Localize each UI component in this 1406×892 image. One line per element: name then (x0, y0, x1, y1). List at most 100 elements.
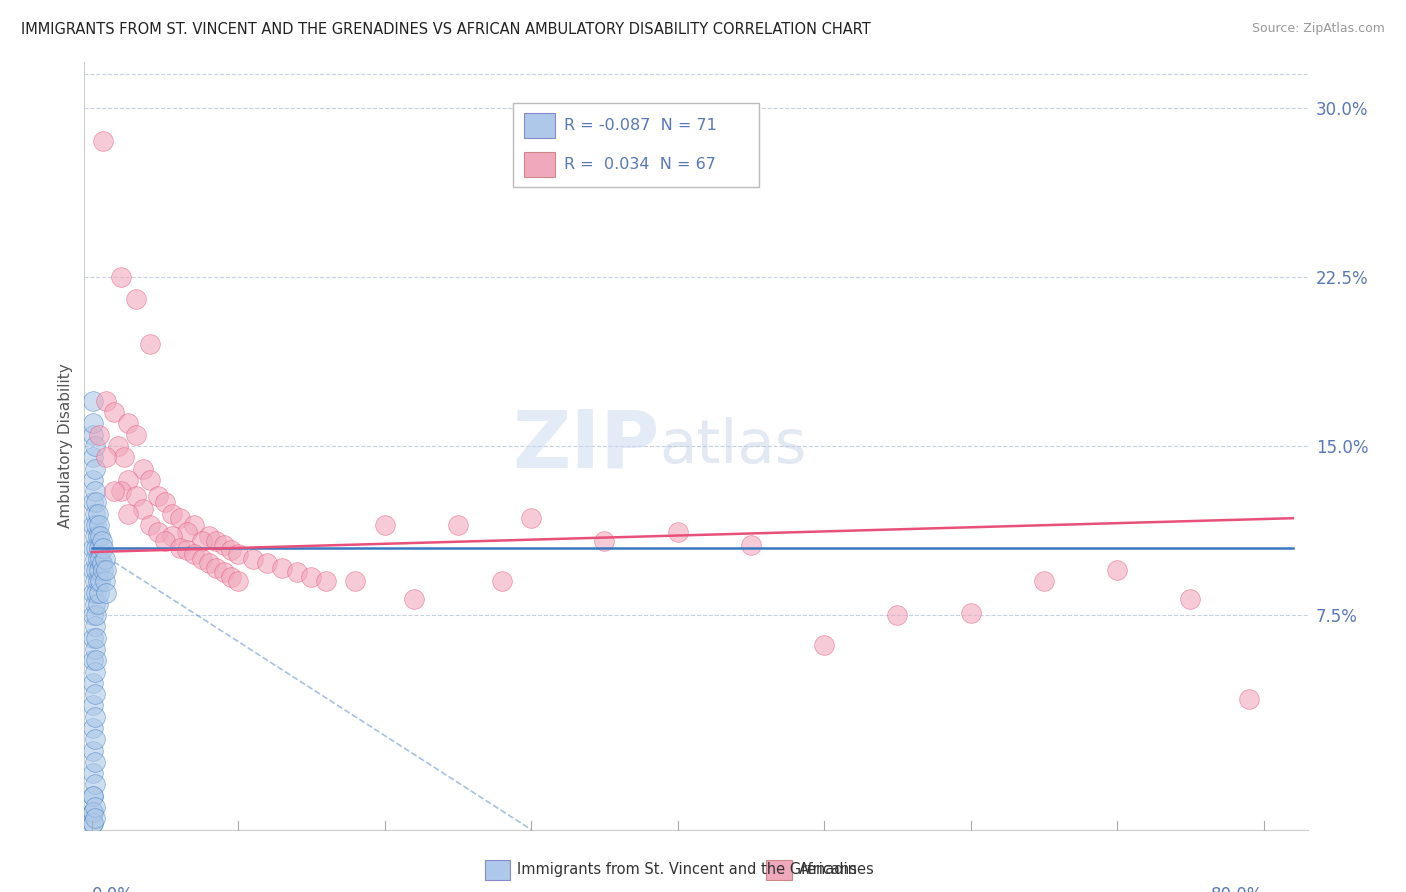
Point (83, 777, 105, 791)
Point (226, 547, 249, 561)
Text: ZIP: ZIP (512, 407, 659, 485)
Point (91, 557, 114, 571)
Point (82, 393, 104, 408)
Point (86, 507, 108, 521)
Point (82, 676, 104, 690)
Point (86, 597, 108, 611)
Point (82, 450, 104, 465)
Point (82, 653, 104, 667)
Point (103, 405, 125, 419)
Point (169, 511, 191, 525)
Point (813, 638, 835, 652)
Point (139, 518, 162, 533)
Point (183, 518, 205, 533)
Point (198, 557, 221, 571)
Point (96, 393, 118, 408)
Point (190, 533, 212, 548)
Point (132, 502, 155, 516)
Point (176, 542, 198, 557)
Point (82, 805, 104, 819)
Point (82, 541, 104, 555)
Point (84, 518, 107, 533)
Point (82, 789, 104, 803)
Point (96, 450, 118, 465)
Point (212, 538, 235, 552)
Point (520, 511, 543, 525)
Point (112, 450, 135, 465)
Point (82, 743, 104, 757)
Point (94, 551, 117, 566)
Point (1032, 574, 1054, 589)
Point (740, 538, 762, 552)
Point (84, 585, 107, 599)
Point (83, 755, 105, 769)
Text: atlas: atlas (659, 417, 807, 475)
Point (89, 529, 111, 543)
Point (82, 563, 104, 577)
Point (82, 766, 104, 780)
Point (86, 529, 108, 543)
Point (82, 631, 104, 645)
Point (83, 665, 105, 679)
Point (87, 518, 110, 533)
Point (83, 710, 105, 724)
Point (169, 541, 191, 555)
Point (83, 642, 105, 657)
Point (666, 524, 689, 539)
Point (93, 541, 115, 555)
Point (1237, 691, 1260, 706)
Point (124, 489, 146, 503)
Point (959, 606, 981, 620)
Point (82, 427, 104, 442)
Text: Source: ZipAtlas.com: Source: ZipAtlas.com (1251, 22, 1385, 36)
Point (83, 529, 105, 543)
Point (491, 574, 513, 589)
Point (162, 507, 184, 521)
Point (84, 495, 107, 509)
Point (139, 337, 162, 351)
Point (139, 473, 162, 487)
Point (93, 563, 115, 577)
Point (146, 489, 169, 503)
Point (1107, 563, 1129, 577)
Point (190, 551, 212, 566)
Point (212, 566, 235, 580)
Point (91, 533, 114, 548)
Point (83, 439, 105, 453)
Point (82, 815, 104, 830)
Point (84, 563, 107, 577)
Point (82, 585, 104, 599)
Point (82, 698, 104, 713)
Point (219, 570, 242, 584)
Point (315, 574, 337, 589)
Point (87, 585, 110, 599)
Text: R =  0.034  N = 67: R = 0.034 N = 67 (564, 157, 716, 171)
Point (117, 473, 139, 487)
Point (93, 135, 115, 149)
Point (83, 732, 105, 747)
Point (83, 811, 105, 825)
Point (1180, 592, 1202, 607)
Point (87, 427, 110, 442)
Point (285, 566, 308, 580)
Point (117, 417, 139, 431)
Point (447, 518, 470, 533)
Point (271, 561, 294, 575)
Point (83, 597, 105, 611)
Point (83, 687, 105, 701)
Point (84, 541, 107, 555)
Point (96, 563, 118, 577)
Point (87, 541, 110, 555)
Point (107, 439, 129, 453)
Point (86, 574, 108, 589)
Point (226, 574, 249, 589)
Point (84, 608, 107, 623)
Text: 80.0%: 80.0% (1211, 886, 1264, 892)
Point (110, 269, 132, 284)
Point (374, 518, 396, 533)
Point (299, 570, 322, 584)
Point (344, 574, 367, 589)
Point (162, 529, 184, 543)
Point (153, 533, 176, 548)
Y-axis label: Ambulatory Disability: Ambulatory Disability (58, 364, 73, 528)
